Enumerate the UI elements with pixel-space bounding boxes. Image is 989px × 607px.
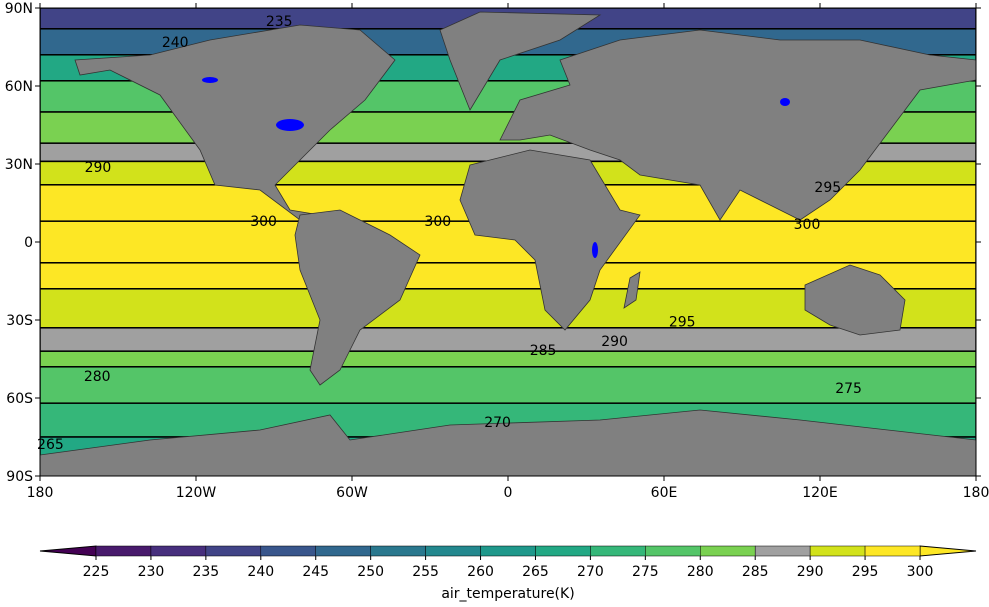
colorbar-tick-label: 280 [687, 564, 714, 580]
colorbar-box [95, 545, 152, 557]
contour-label: 300 [424, 214, 451, 230]
x-tick-label: 0 [504, 485, 513, 501]
colorbar-extend-low [39, 545, 97, 557]
colorbar-tick-label: 240 [247, 564, 274, 580]
y-tick-label: 90N [5, 1, 33, 17]
madagascar [623, 271, 641, 309]
y-tick-label: 60N [5, 79, 33, 95]
contour-label: 295 [669, 315, 696, 331]
colorbar-tick-label: 290 [797, 564, 824, 580]
x-tick-label: 120E [802, 485, 838, 501]
colorbar-tick-label: 245 [302, 564, 329, 580]
colorbar-box [315, 545, 371, 557]
x-tick-label: 180 [963, 485, 989, 501]
x-tick-label: 120W [176, 485, 217, 501]
contour-label: 290 [85, 160, 112, 176]
antarctica [40, 409, 976, 476]
contour-label: 265 [37, 437, 64, 453]
temperature-band [40, 350, 976, 368]
x-tick-label: 60E [651, 485, 678, 501]
land [40, 11, 976, 476]
colorbar-tick-label: 295 [852, 564, 879, 580]
colorbar-box [370, 545, 426, 557]
contour-label: 300 [250, 214, 277, 230]
colorbar-box [205, 545, 262, 557]
contour-label: 240 [162, 35, 189, 51]
australia [804, 264, 906, 336]
colorbar-label: air_temperature(K) [441, 586, 574, 602]
contour-label: 235 [266, 14, 293, 30]
colorbar-tick-label: 250 [357, 564, 384, 580]
colorbar-tick-label: 230 [138, 564, 165, 580]
contour-label: 300 [794, 217, 821, 233]
colorbar-tick-label: 285 [742, 564, 769, 580]
colorbar-box [260, 545, 316, 557]
colorbar-box [150, 545, 207, 557]
colorbar-box [864, 545, 921, 557]
colorbar-tick-label: 270 [577, 564, 604, 580]
greenland [439, 11, 602, 111]
x-tick-label: 180 [27, 485, 54, 501]
contour-label: 290 [601, 334, 628, 350]
lake [276, 119, 304, 131]
eurasia [499, 29, 976, 221]
colorbar-box [480, 545, 536, 557]
colorbar-tick-label: 225 [83, 564, 110, 580]
colorbar-tick-label: 300 [907, 564, 934, 580]
colorbar-tick-label: 265 [522, 564, 549, 580]
y-tick-label: 0 [24, 235, 33, 251]
colorbar-box [645, 545, 701, 557]
colorbar-tick-label: 255 [412, 564, 439, 580]
lake [592, 242, 598, 258]
lake [780, 98, 790, 106]
colorbar: 225 230 235 240 245 250 255 260 265 270 275 280 285 2… [39, 545, 977, 580]
y-tick-label: 60S [6, 391, 33, 407]
y-tick-label: 90S [6, 469, 33, 485]
y-tick-label: 30S [6, 313, 33, 329]
colorbar-box [809, 545, 866, 557]
colorbar-box [590, 545, 646, 557]
colorbar-box [535, 545, 591, 557]
contour-label: 295 [814, 180, 841, 196]
colorbar-box [700, 545, 756, 557]
colorbar-tick-label: 235 [192, 564, 219, 580]
contour-label: 270 [484, 415, 511, 431]
colorbar-tick-label: 275 [632, 564, 659, 580]
colorbar-extend-high [919, 545, 977, 557]
contour-label: 285 [530, 343, 557, 359]
contour-label: 280 [84, 369, 111, 385]
north-america [74, 24, 396, 221]
contour-label: 275 [835, 381, 862, 397]
africa [459, 149, 641, 331]
y-tick-label: 30N [5, 157, 33, 173]
temperature-band [40, 327, 976, 352]
south-america [294, 209, 421, 386]
temperature-band [40, 366, 976, 404]
colorbar-tick-label: 260 [467, 564, 494, 580]
x-tick-label: 60W [336, 485, 368, 501]
lake [202, 77, 218, 83]
colorbar-box [754, 545, 811, 557]
colorbar-box [425, 545, 481, 557]
